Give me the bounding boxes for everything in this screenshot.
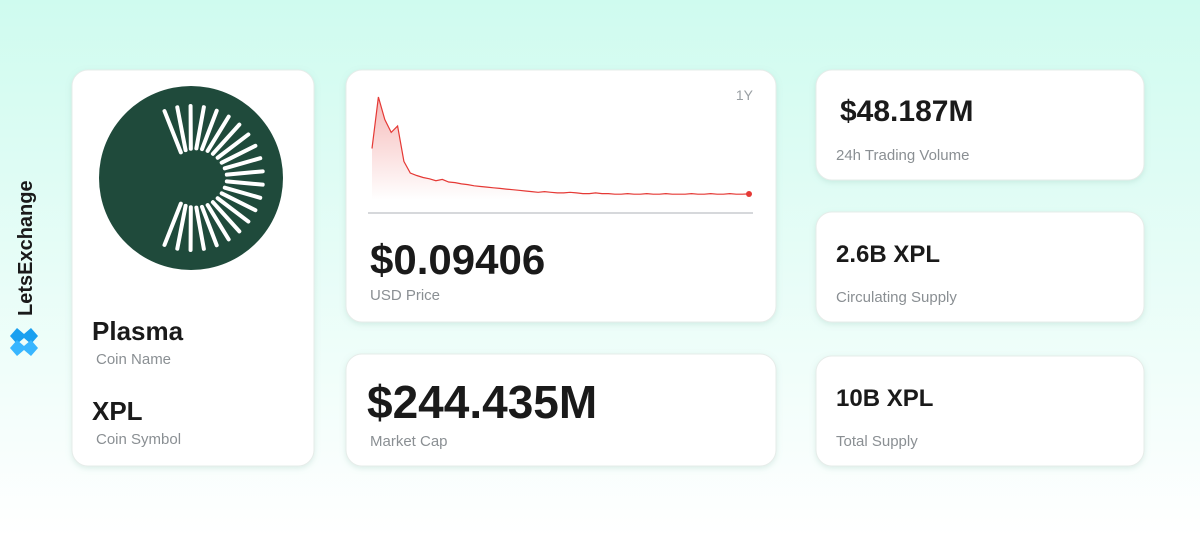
- logo-ray: [200, 204, 219, 248]
- price-label: USD Price: [370, 287, 440, 304]
- logo-ray: [194, 105, 206, 151]
- logo-ray: [194, 205, 206, 251]
- coin-name-label: Coin Name: [96, 351, 171, 368]
- coin-logo: [99, 86, 283, 270]
- logo-ray: [205, 203, 231, 242]
- market-cap-label: Market Cap: [370, 433, 448, 450]
- last-point: [746, 190, 752, 197]
- stat-label: Circulating Supply: [836, 289, 957, 306]
- period-label: 1Y: [736, 87, 754, 103]
- coin-symbol-label: Coin Symbol: [96, 431, 181, 448]
- price-value: $0.09406: [370, 236, 545, 283]
- stat-value: $48.187M: [840, 95, 973, 128]
- logo-ray: [224, 179, 265, 187]
- logo-ray: [219, 143, 258, 165]
- logo-ray: [222, 156, 263, 171]
- logo-ray: [224, 169, 265, 177]
- logo-ray: [215, 196, 251, 224]
- brand-name: LetsExchange: [15, 180, 37, 316]
- area: [372, 97, 749, 200]
- stat-card: [815, 69, 1145, 181]
- market-cap-value: $244.435M: [367, 376, 597, 428]
- brand-logo: [10, 328, 38, 356]
- stat-value: 2.6B XPL: [836, 241, 940, 268]
- logo-ray: [215, 132, 251, 160]
- market-cap-card: [345, 353, 777, 467]
- stat-value: 10B XPL: [836, 385, 933, 412]
- logo-ray: [162, 109, 183, 155]
- stat-card: [815, 355, 1145, 467]
- coin-name: Plasma: [92, 316, 184, 346]
- logo-rays: [162, 104, 265, 252]
- coin-symbol: XPL: [92, 396, 143, 426]
- stat-label: Total Supply: [836, 433, 918, 450]
- stat-card: [815, 211, 1145, 323]
- logo-ray: [200, 108, 219, 152]
- stat-label: 24h Trading Volume: [836, 147, 969, 164]
- logo-ray: [222, 185, 263, 200]
- logo-ray: [175, 203, 188, 251]
- logo-ray: [210, 122, 242, 156]
- logo-ray: [175, 105, 188, 153]
- logo-ray: [162, 201, 183, 247]
- logo-ray: [219, 191, 258, 213]
- price-line: [371, 96, 750, 195]
- logo-ray: [210, 200, 242, 234]
- logo-ray: [205, 114, 231, 153]
- sparkline: [371, 96, 752, 200]
